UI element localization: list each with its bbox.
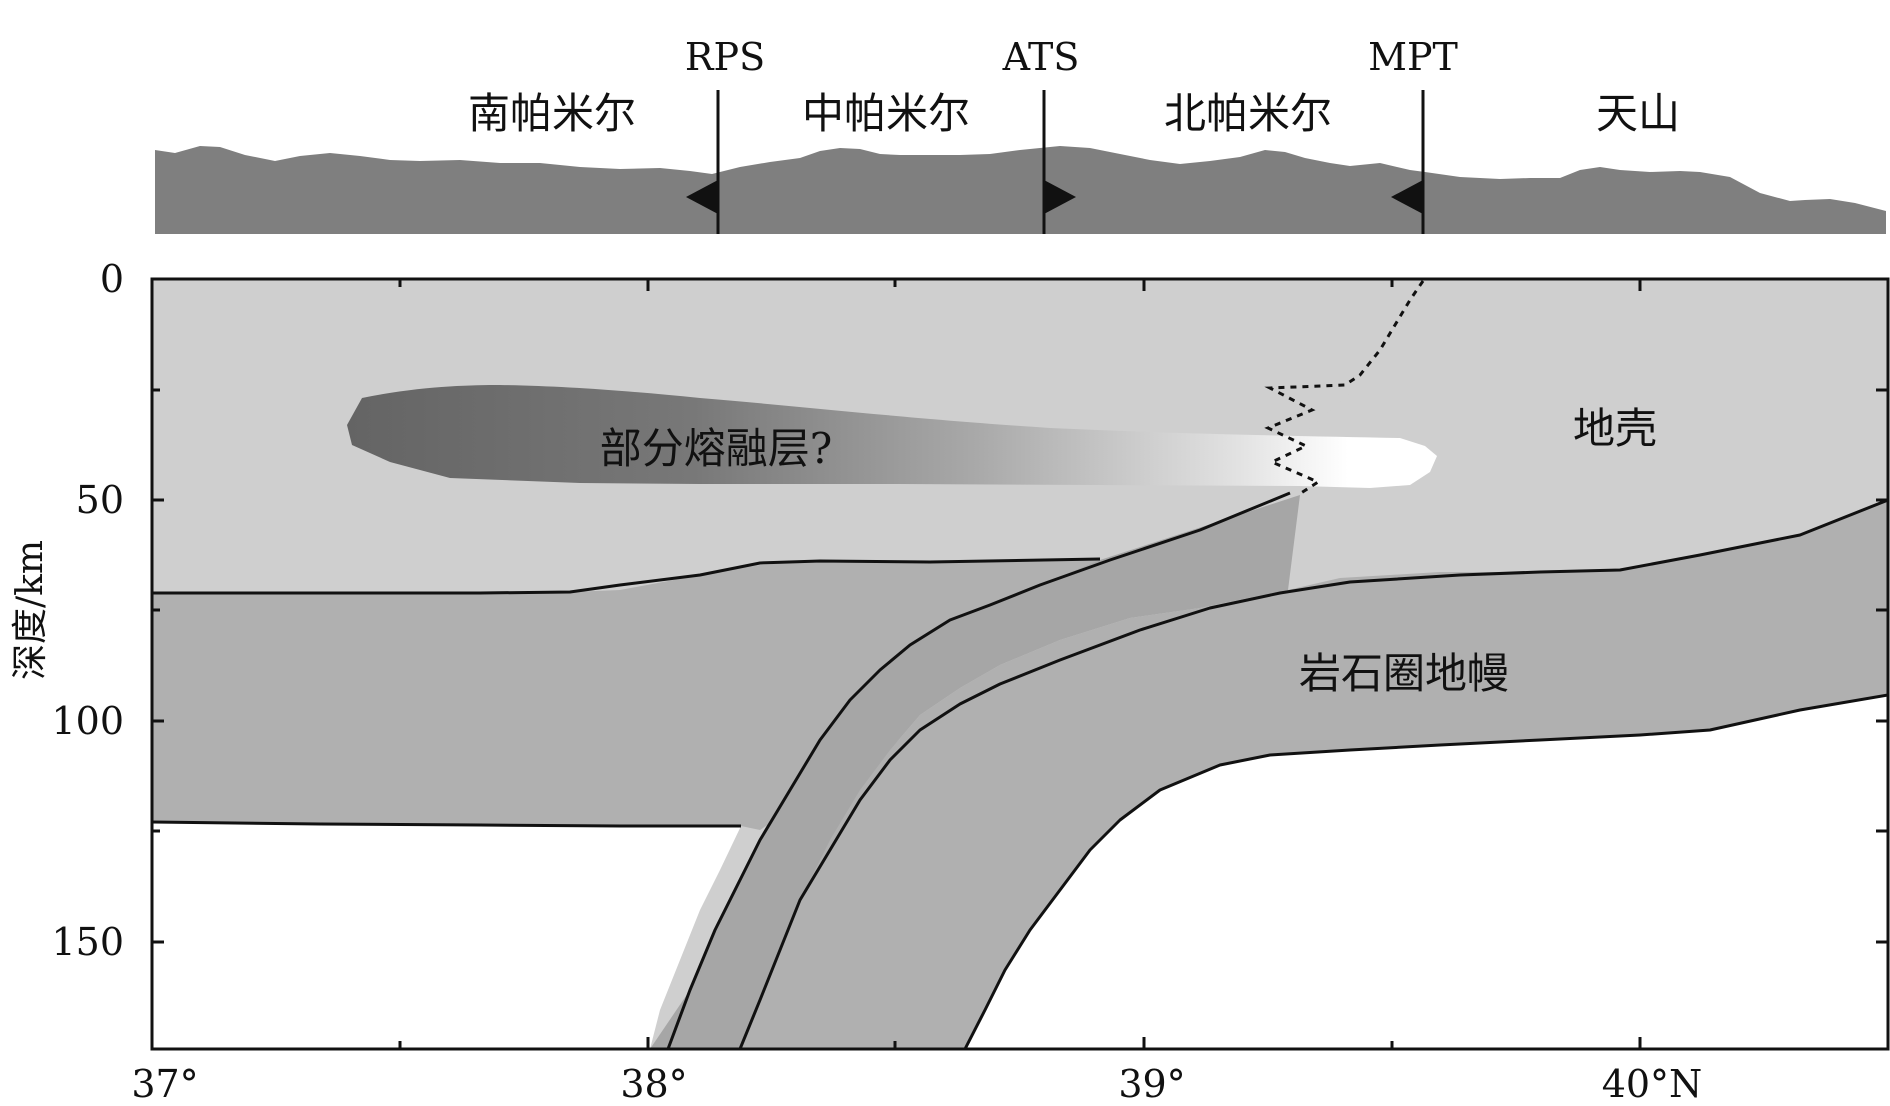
- partial-melt-layer: [347, 385, 1437, 488]
- fault-rps: [686, 90, 720, 234]
- thrust-triangle-icon: [1391, 180, 1423, 214]
- crust-boundary-dashed: [1264, 280, 1425, 497]
- asthenosphere-south-area: [152, 822, 741, 1049]
- y-tick-label-0: 0: [100, 257, 124, 301]
- y-axis: [152, 388, 1888, 944]
- y-tick-label-150: 150: [51, 920, 124, 964]
- label-partial-melt: 部分熔融层?: [600, 424, 833, 473]
- plot-frame: [150, 277, 1890, 1051]
- x-tick-label-37: 37°: [131, 1062, 198, 1106]
- topography-profile: [155, 146, 1886, 234]
- fault-ats: [1042, 90, 1076, 234]
- y-tick-label-100: 100: [51, 699, 124, 743]
- label-lithospheric-mantle: 岩石圈地幔: [1299, 649, 1509, 698]
- fault-mpt: [1391, 90, 1425, 234]
- x-tick-label-40n: 40°N: [1602, 1062, 1703, 1106]
- mantle-north-area: [740, 500, 1888, 1049]
- fault-label-mpt: MPT: [1368, 35, 1458, 79]
- y-tick-label-50: 50: [76, 478, 124, 522]
- fault-label-ats: ATS: [1002, 35, 1080, 79]
- region-label-south-pamir: 南帕米尔: [468, 89, 636, 138]
- asthenosphere-north-area: [965, 695, 1888, 1049]
- y-axis-title: 深度/km: [10, 540, 51, 680]
- region-label-tianshan: 天山: [1596, 89, 1680, 138]
- mantle-south-area: [152, 560, 1120, 830]
- region-label-central-pamir: 中帕米尔: [802, 89, 970, 138]
- cross-section-plot: [152, 279, 1888, 1049]
- x-tick-label-39: 39°: [1118, 1062, 1185, 1106]
- x-tick-label-38: 38°: [620, 1062, 687, 1106]
- x-axis: [150, 279, 1642, 1049]
- thrust-triangle-icon: [1044, 180, 1076, 214]
- region-label-north-pamir: 北帕米尔: [1164, 89, 1332, 138]
- slab-outer-area: [650, 495, 1300, 1049]
- label-crust: 地壳: [1573, 404, 1657, 453]
- fault-label-rps: RPS: [685, 35, 765, 79]
- thrust-triangle-icon: [686, 180, 718, 214]
